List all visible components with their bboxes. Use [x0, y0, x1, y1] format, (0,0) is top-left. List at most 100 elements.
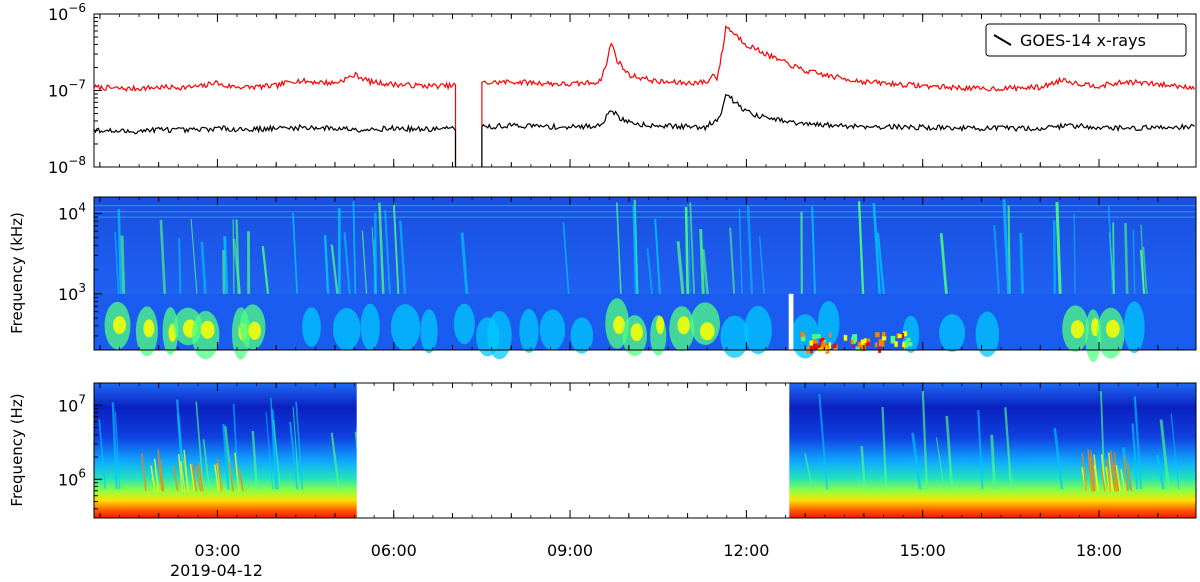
- goes-y-ticks: 10−6 10−7 10−8: [48, 1, 102, 177]
- lower-band-burst-core: [677, 316, 690, 335]
- intense-burst-streak: [1115, 465, 1122, 492]
- intense-burst-streak: [1100, 467, 1106, 492]
- radio-burst-streak: [378, 202, 385, 294]
- noise-speck: [812, 338, 817, 344]
- lower-band-burst-core: [656, 316, 665, 335]
- noise-speck: [875, 332, 880, 338]
- intense-burst-streak: [158, 458, 165, 492]
- intense-burst-streak: [196, 466, 202, 492]
- radio-burst-streak: [676, 241, 685, 294]
- burst-streak: [1053, 427, 1064, 490]
- radio-burst-streak: [688, 216, 691, 294]
- lower-band-burst-core: [248, 321, 262, 340]
- intense-burst-streak: [1105, 467, 1111, 492]
- noise-speck: [863, 338, 867, 344]
- burst-streak: [195, 401, 205, 490]
- noise-speck: [865, 338, 871, 343]
- x-tick-label: 12:00: [723, 541, 769, 560]
- noise-speck: [890, 335, 896, 344]
- x-tick-label: 06:00: [371, 541, 417, 560]
- spectrogram-hz-frame: [93, 382, 1197, 519]
- radio-burst-streak: [616, 202, 622, 294]
- lower-band-burst: [360, 303, 380, 351]
- radio-burst-streak: [738, 208, 743, 294]
- noise-speck: [906, 338, 911, 342]
- noise-speck: [867, 341, 871, 346]
- burst-streak: [990, 434, 997, 490]
- burst-streak: [911, 432, 922, 490]
- goes-legend: GOES-14 x-rays: [985, 23, 1187, 57]
- radio-burst-streak: [392, 202, 400, 294]
- radio-burst-streak: [654, 218, 661, 294]
- spectrogram-hz-x-ticks: [99, 383, 1178, 518]
- intense-burst-streak: [180, 461, 186, 492]
- spectrogram-hz-data-gap: [356, 382, 790, 519]
- radio-burst-streak: [689, 202, 696, 294]
- goes-x-ticks: [99, 14, 1178, 167]
- burst-streak: [860, 445, 866, 490]
- radio-burst-streak: [1007, 205, 1011, 294]
- x-axis-labels: 03:00 06:00 09:00 12:00 15:00 18:00: [194, 541, 1122, 560]
- burst-streak: [114, 411, 121, 490]
- radio-burst-streak: [323, 235, 330, 294]
- radio-burst-streak: [876, 232, 885, 294]
- lower-band-burst: [539, 309, 566, 351]
- burst-streak: [935, 437, 945, 490]
- lower-band-burst-core: [699, 322, 715, 341]
- noise-speck: [833, 343, 837, 349]
- noise-speck: [878, 341, 883, 347]
- burst-streak: [273, 419, 281, 490]
- radio-burst-streak: [1055, 201, 1062, 294]
- radio-burst-streak: [343, 232, 351, 294]
- burst-streak: [1131, 423, 1139, 490]
- spectrogram-khz-marks: [94, 199, 1196, 363]
- radio-burst-streak: [746, 205, 754, 294]
- intense-burst-streak: [172, 465, 179, 492]
- noise-speck: [859, 343, 864, 348]
- intense-burst-streak: [216, 459, 223, 492]
- intense-burst-streak: [189, 463, 196, 492]
- lower-band-burst-core: [630, 323, 643, 342]
- burst-streak: [251, 430, 259, 490]
- intense-burst-streak: [1112, 462, 1118, 492]
- burst-streak: [265, 411, 274, 490]
- noise-speck: [905, 340, 908, 348]
- lower-band-burst: [1123, 301, 1145, 354]
- noise-speck: [817, 345, 823, 352]
- intense-burst-streak: [1100, 454, 1107, 492]
- radio-burst-streak: [699, 228, 705, 294]
- radio-burst-streak: [384, 210, 391, 294]
- burst-streak: [202, 439, 211, 490]
- intense-burst-streak: [213, 464, 220, 492]
- x-tick-label: 09:00: [547, 541, 593, 560]
- lower-band-burst: [817, 300, 840, 346]
- intense-burst-streak: [1110, 450, 1116, 492]
- lower-band-burst: [519, 308, 539, 353]
- burst-streak: [1170, 413, 1180, 490]
- noise-speck: [816, 345, 821, 349]
- radio-burst-streak: [1132, 229, 1136, 294]
- goes-series-group: [93, 24, 1196, 167]
- intense-burst-streak: [198, 462, 204, 492]
- intense-burst-streak: [238, 468, 244, 492]
- radio-burst-streak: [352, 201, 357, 294]
- y-tick-label: 103: [58, 281, 86, 304]
- intense-burst-streak: [191, 462, 197, 492]
- radio-burst-streak: [1107, 205, 1114, 294]
- intense-burst-streak: [1105, 459, 1112, 492]
- radio-burst-streak: [1139, 249, 1145, 294]
- intense-burst-streak: [177, 453, 184, 492]
- y-tick-label: 10−6: [48, 1, 86, 24]
- lower-band-burst: [390, 304, 421, 351]
- radio-burst-streak: [729, 227, 736, 294]
- noise-speck: [857, 341, 861, 348]
- radio-burst-streak: [857, 201, 865, 294]
- x-axis-date-label: 2019-04-12: [170, 561, 263, 580]
- intense-burst-streak: [1120, 469, 1126, 492]
- noise-speck: [852, 334, 858, 342]
- spectrogram-hz-marks: [98, 382, 1180, 519]
- lower-band-burst-core: [613, 316, 625, 335]
- goes-xray-panel: 10−6 10−7 10−8 GOES-14 x-rays: [48, 1, 1197, 177]
- noise-speck: [812, 334, 817, 339]
